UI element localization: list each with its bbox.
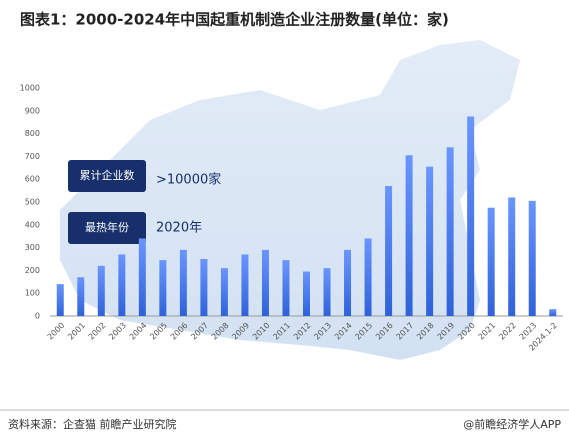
annotation-box <box>68 212 146 244</box>
annotation-box <box>68 160 146 192</box>
bar <box>549 309 557 316</box>
x-tick-label: 2003 <box>107 321 128 342</box>
annotation-value: 2020年 <box>156 221 202 236</box>
bar <box>467 116 475 316</box>
source: 资料来源：企查猫 前瞻产业研究院 <box>8 417 177 431</box>
bar <box>179 249 187 316</box>
bar <box>77 277 85 316</box>
bar <box>385 186 393 316</box>
credit: @前瞻经济学人APP <box>463 417 561 431</box>
x-tick-label: 2021 <box>477 321 498 342</box>
y-tick-label: 300 <box>25 243 40 252</box>
bar <box>200 259 208 316</box>
bar <box>56 284 64 316</box>
bar <box>303 271 310 316</box>
y-tick-label: 700 <box>25 152 40 161</box>
bar <box>323 268 331 316</box>
bar <box>364 238 372 316</box>
y-tick-label: 400 <box>25 220 40 229</box>
bar <box>241 254 249 316</box>
bar <box>138 238 146 316</box>
x-tick-label: 2001 <box>66 321 87 342</box>
bar <box>282 260 290 316</box>
y-tick-label: 500 <box>25 198 40 207</box>
bar <box>528 200 536 316</box>
bar <box>97 265 105 316</box>
x-tick-label: 2000 <box>46 321 67 342</box>
y-tick-label: 1000 <box>20 84 40 93</box>
bar <box>487 207 495 316</box>
bar <box>508 197 516 316</box>
y-tick-label: 0 <box>35 312 40 321</box>
bar <box>220 268 228 316</box>
bar <box>405 155 413 316</box>
annotation-label: 累计企业数 <box>80 168 135 182</box>
x-tick-label: 2002 <box>87 321 108 342</box>
y-tick-label: 800 <box>25 129 40 138</box>
chart-title: 图表1：2000-2024年中国起重机制造企业注册数量(单位：家) <box>20 11 449 29</box>
annotation-value: >10000家 <box>156 172 221 188</box>
y-tick-label: 600 <box>25 175 40 184</box>
y-tick-label: 100 <box>25 289 40 298</box>
y-tick-label: 900 <box>25 106 40 115</box>
y-tick-label: 200 <box>25 266 40 275</box>
bar <box>118 254 126 316</box>
bar <box>344 249 352 316</box>
bar <box>426 166 434 316</box>
x-tick-label: 2022 <box>497 321 518 342</box>
bar <box>261 249 269 316</box>
annotation-label: 最热年份 <box>85 220 129 234</box>
map-background <box>60 40 520 360</box>
bar <box>446 147 454 316</box>
bar <box>159 260 167 316</box>
